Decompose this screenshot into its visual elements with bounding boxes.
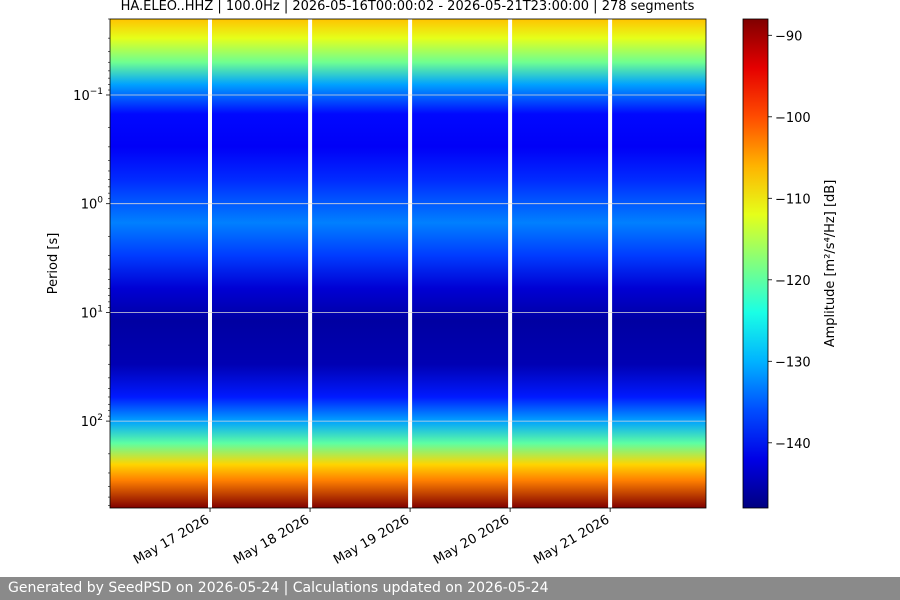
data-gaps bbox=[208, 19, 613, 508]
x-tick-label: May 21 2026 bbox=[531, 512, 612, 567]
chart-title: HA.ELEO..HHZ | 100.0Hz | 2026-05-16T00:0… bbox=[120, 0, 695, 14]
data-gap bbox=[208, 19, 212, 508]
colorbar-gradient bbox=[742, 18, 769, 509]
spectrogram-heatmap bbox=[110, 19, 706, 508]
y-tick-label: 101 bbox=[81, 304, 103, 321]
colorbar: −90 −100 −110 −120 −130 −140 bbox=[742, 18, 811, 509]
y-tick-label: 102 bbox=[81, 413, 103, 430]
x-tick-label: May 18 2026 bbox=[231, 512, 312, 567]
colorbar-tick-label: −100 bbox=[775, 111, 811, 126]
footer-credit: Generated by SeedPSD on 2026-05-24 | Cal… bbox=[0, 577, 900, 600]
x-axis: May 17 2026 May 18 2026 May 19 2026 May 20 … bbox=[131, 508, 612, 568]
data-gap bbox=[408, 19, 413, 508]
grid-lines bbox=[110, 94, 706, 422]
data-gap bbox=[308, 19, 313, 508]
y-tick-label: 100 bbox=[81, 196, 104, 213]
plot-frame bbox=[109, 18, 707, 509]
colorbar-tick-label: −110 bbox=[775, 192, 811, 207]
psd-background bbox=[110, 19, 706, 508]
data-gap bbox=[508, 19, 513, 508]
x-tick-label: May 19 2026 bbox=[331, 512, 412, 567]
colorbar-tick-label: −130 bbox=[775, 355, 811, 370]
colorbar-tick-label: −90 bbox=[775, 29, 802, 44]
y-tick-label: 10−1 bbox=[73, 87, 103, 104]
colorbar-tick-label: −140 bbox=[775, 437, 811, 452]
colorbar-tick-label: −120 bbox=[775, 274, 811, 289]
y-axis: 10−1 100 101 102 bbox=[73, 18, 110, 506]
x-tick-label: May 20 2026 bbox=[431, 512, 512, 567]
x-tick-label: May 17 2026 bbox=[131, 512, 212, 567]
data-gap bbox=[608, 19, 613, 508]
y-axis-label: Period [s] bbox=[46, 233, 61, 295]
colorbar-label: Amplitude [m²/s⁴/Hz] [dB] bbox=[823, 180, 838, 348]
